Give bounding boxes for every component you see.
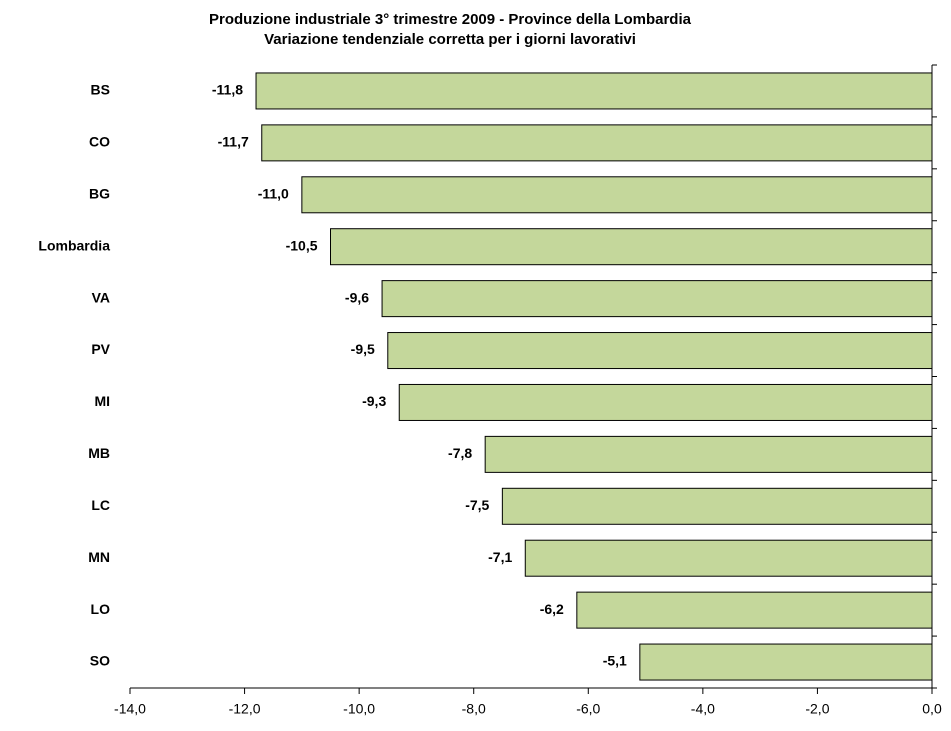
x-tick-label: -8,0 [462,701,486,717]
x-tick-label: -12,0 [229,701,261,717]
value-label: -9,3 [362,393,386,409]
x-tick-label: -14,0 [114,701,146,717]
y-tick-label: PV [91,341,110,357]
y-tick-label: Lombardia [38,237,110,253]
chart-title: Produzione industriale 3° trimestre 2009… [209,11,692,28]
bar [255,72,933,110]
x-tick-label: 0,0 [922,701,942,717]
x-tick-label: -10,0 [343,701,375,717]
bar [330,228,933,266]
y-tick-label: MI [94,393,110,409]
y-tick-label: LO [91,601,111,617]
value-label: -5,1 [603,653,627,669]
value-label: -6,2 [540,601,564,617]
bar [501,487,933,525]
bar [524,539,933,577]
y-tick-label: BG [89,185,110,201]
y-tick-label: VA [92,289,110,305]
y-tick-label: MN [88,549,110,565]
value-label: -7,1 [488,549,512,565]
x-tick-label: -6,0 [576,701,600,717]
value-label: -10,5 [286,237,318,253]
value-label: -7,8 [448,445,472,461]
value-label: -9,5 [351,341,375,357]
bar [398,383,933,421]
value-label: -7,5 [465,497,489,513]
x-tick-label: -2,0 [805,701,829,717]
value-label: -11,7 [218,134,249,150]
bar [381,280,933,318]
value-label: -11,8 [212,82,243,98]
bar [301,176,933,214]
bar [261,124,933,162]
bar [576,591,933,629]
value-label: -9,6 [345,289,369,305]
bar [639,643,933,681]
y-tick-label: MB [88,445,110,461]
y-tick-label: SO [90,653,110,669]
x-tick-label: -4,0 [691,701,715,717]
value-label: -11,0 [258,185,289,201]
y-tick-label: BS [91,82,110,98]
bar [484,435,933,473]
y-tick-label: CO [89,134,110,150]
chart-subtitle: Variazione tendenziale corretta per i gi… [264,31,636,48]
bar [387,332,933,370]
y-tick-label: LC [91,497,110,513]
